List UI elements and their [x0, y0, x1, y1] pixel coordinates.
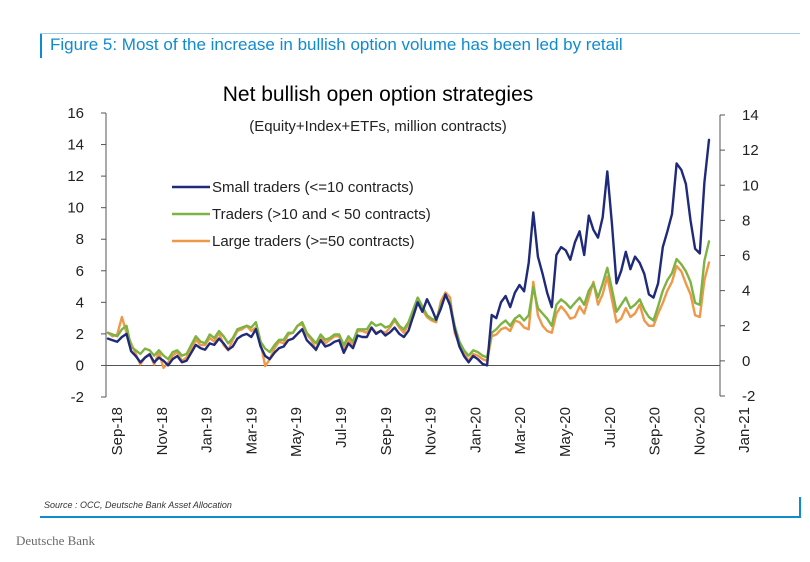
x-tick-label: Jan-21	[736, 407, 753, 453]
figure-frame-top	[40, 33, 800, 34]
left-tick-label: 12	[67, 168, 84, 185]
x-tick-label: Mar-20	[512, 407, 529, 455]
chart-subtitle: (Equity+Index+ETFs, million contracts)	[249, 118, 507, 135]
x-tick-label: Nov-18	[154, 407, 171, 455]
left-tick-label: -2	[71, 389, 84, 406]
brand-caption: Deutsche Bank	[16, 533, 96, 548]
right-tick-label: 6	[742, 248, 750, 265]
right-tick-label: 0	[742, 353, 750, 370]
axes: -2 0 2 4 6 8 10 12 14 16 -2 0 2 4 6 8 10 12 14 Sep-18 Nov-18…	[67, 105, 758, 457]
left-tick-label: 4	[76, 294, 84, 311]
right-tick-label: 10	[742, 177, 759, 194]
left-tick-label: 16	[67, 105, 84, 122]
x-tick-label: Nov-20	[691, 407, 708, 455]
figure-frame-accent	[40, 34, 42, 58]
chart-title: Net bullish open option strategies	[223, 83, 534, 106]
left-tick-label: 6	[76, 263, 84, 280]
chart: Net bullish open option strategies (Equi…	[67, 83, 758, 457]
figure-title: Figure 5: Most of the increase in bullis…	[50, 35, 623, 54]
figure-frame-right	[799, 497, 801, 517]
series-line-2	[106, 240, 711, 361]
source-note: Source : OCC, Deutsche Bank Asset Alloca…	[44, 500, 232, 510]
left-tick-label: 8	[76, 231, 84, 248]
series-line-1	[106, 138, 711, 367]
x-tick-label: May-19	[288, 407, 305, 457]
x-tick-label: Jan-19	[199, 407, 216, 453]
x-tick-label: Nov-19	[423, 407, 440, 455]
legend-label: Large traders (>=50 contracts)	[212, 233, 415, 250]
x-tick-label: Sep-18	[109, 407, 126, 455]
x-tick-label: Sep-20	[647, 407, 664, 455]
right-tick-label: 8	[742, 212, 750, 229]
right-tick-label: 4	[742, 283, 750, 300]
legend: Small traders (<=10 contracts) Traders (>…	[172, 179, 431, 250]
right-tick-label: 12	[742, 142, 759, 159]
left-tick-label: 2	[76, 326, 84, 343]
right-tick-label: -2	[742, 388, 755, 405]
right-tick-label: 14	[742, 107, 759, 124]
left-tick-label: 0	[76, 357, 84, 374]
x-tick-label: Jul-19	[333, 407, 350, 448]
right-tick-label: 2	[742, 318, 750, 335]
x-tick-label: Jan-20	[467, 407, 484, 453]
legend-label: Traders (>10 and < 50 contracts)	[212, 206, 431, 223]
x-tick-label: Mar-19	[243, 407, 260, 455]
x-tick-label: May-20	[557, 407, 574, 457]
legend-label: Small traders (<=10 contracts)	[212, 179, 414, 196]
series-lines	[106, 138, 711, 370]
figure-frame-bottom	[40, 516, 801, 518]
left-tick-label: 10	[67, 200, 84, 217]
left-tick-label: 14	[67, 137, 84, 154]
x-tick-label: Sep-19	[378, 407, 395, 455]
x-tick-label: Jul-20	[602, 407, 619, 448]
